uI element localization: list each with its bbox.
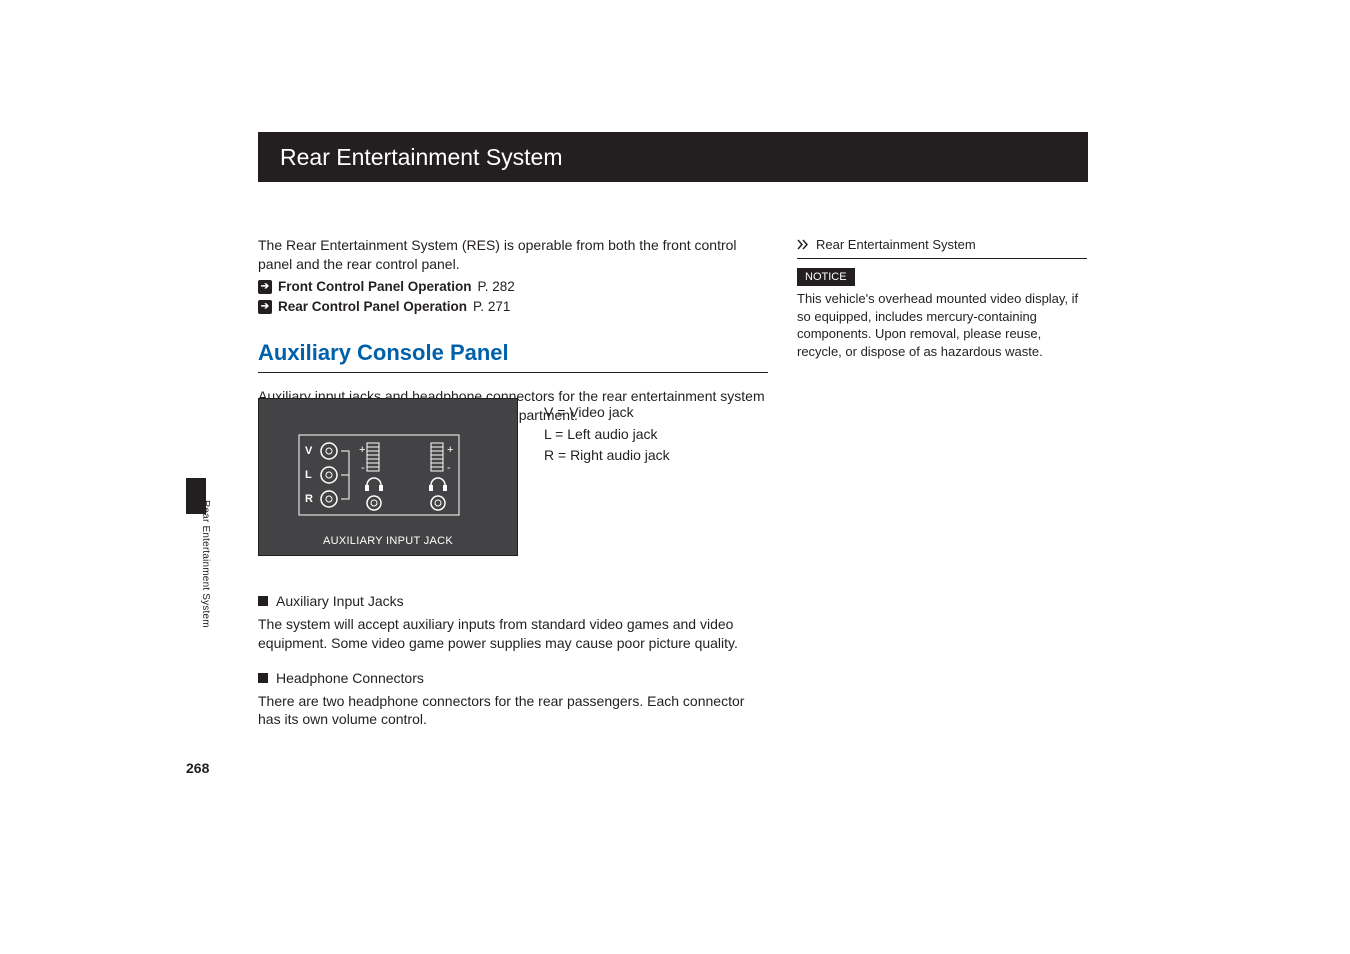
section-title: Auxiliary Console Panel [258, 338, 768, 368]
xref-icon: ➔ [258, 300, 272, 314]
page-title-text: Rear Entertainment System [280, 144, 563, 171]
svg-text:+: + [447, 444, 453, 456]
notice-body: This vehicle's overhead mounted video di… [797, 290, 1087, 360]
side-column: Rear Entertainment System NOTICE This ve… [797, 236, 1087, 361]
legend-row: R = Right audio jack [544, 445, 670, 467]
legend-row: V = Video jack [544, 402, 670, 424]
svg-text:-: - [361, 462, 365, 474]
side-rule [797, 258, 1087, 259]
diagram-svg: + - + - [259, 399, 519, 557]
page-title-bar: Rear Entertainment System [258, 132, 1088, 182]
notice-badge: NOTICE [797, 268, 855, 287]
xref-page: P. 271 [473, 298, 510, 316]
svg-text:+: + [359, 444, 365, 456]
page-number: 268 [186, 760, 209, 776]
xref-icon: ➔ [258, 280, 272, 294]
xref-front-control: ➔ Front Control Panel Operation P. 282 [258, 278, 768, 296]
vertical-section-label: Rear Entertainment System [200, 500, 211, 628]
legend-row: L = Left audio jack [544, 424, 670, 446]
sub2-body: There are two headphone connectors for t… [258, 692, 768, 730]
xref-page: P. 282 [478, 278, 515, 296]
subhead-headphone: Headphone Connectors [258, 669, 768, 688]
aux-panel-diagram: V L R + - [258, 398, 518, 556]
side-header: Rear Entertainment System [797, 236, 1087, 254]
svg-text:-: - [447, 462, 451, 474]
bullet-square-icon [258, 596, 268, 606]
title-rule [258, 181, 1088, 182]
subhead-text: Auxiliary Input Jacks [276, 592, 404, 611]
intro-paragraph: The Rear Entertainment System (RES) is o… [258, 236, 768, 274]
jack-legend: V = Video jack L = Left audio jack R = R… [544, 402, 670, 467]
sub1-body: The system will accept auxiliary inputs … [258, 615, 768, 653]
section-rule [258, 372, 768, 373]
xref-label: Front Control Panel Operation [278, 278, 472, 296]
diagram-caption: AUXILIARY INPUT JACK [259, 535, 517, 547]
chevron-double-icon [797, 238, 810, 251]
lower-block: Auxiliary Input Jacks The system will ac… [258, 576, 768, 741]
side-header-text: Rear Entertainment System [816, 236, 976, 254]
subhead-aux-input: Auxiliary Input Jacks [258, 592, 768, 611]
xref-rear-control: ➔ Rear Control Panel Operation P. 271 [258, 298, 768, 316]
subhead-text: Headphone Connectors [276, 669, 424, 688]
xref-label: Rear Control Panel Operation [278, 298, 467, 316]
bullet-square-icon [258, 673, 268, 683]
